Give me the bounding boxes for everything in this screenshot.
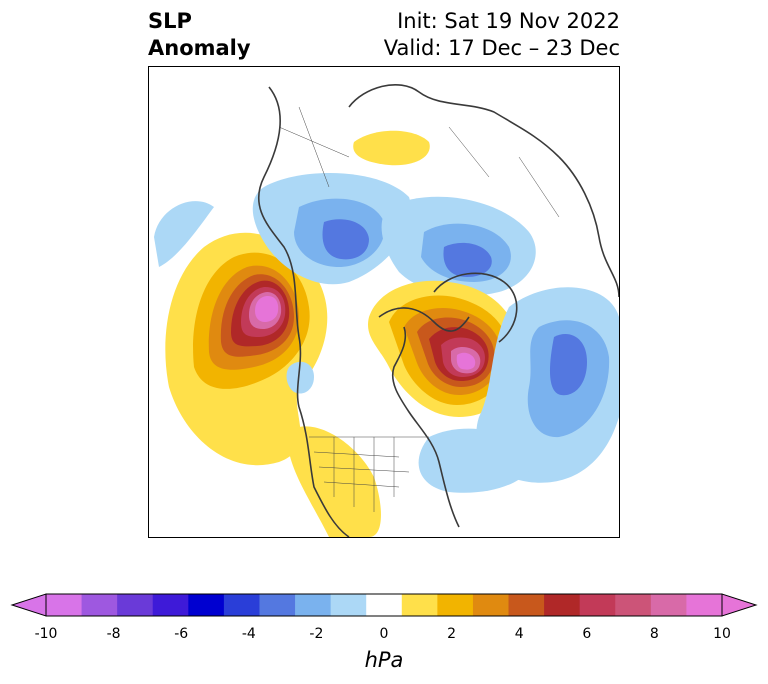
- north-atlantic-low: [476, 287, 619, 483]
- valid-range: Valid: 17 Dec – 23 Dec: [383, 36, 620, 60]
- europe-low: [252, 173, 411, 285]
- colorbar-swatch: [259, 594, 296, 616]
- colorbar-swatch: [472, 594, 510, 616]
- colorbar-tick-label: 2: [447, 626, 457, 642]
- colorbar-tick-label: 4: [514, 626, 524, 642]
- colorbar-swatch: [686, 594, 723, 616]
- gulf-of-alaska-high: [165, 232, 328, 466]
- colorbar-tick-label: -10: [34, 626, 58, 642]
- colorbar-extend-min: [10, 593, 47, 617]
- western-us-high: [289, 426, 381, 537]
- colorbar-border: [45, 593, 723, 617]
- init-date: Init: Sat 19 Nov 2022: [397, 9, 620, 33]
- colorbar-swatch: [650, 594, 687, 616]
- colorbar-swatch: [188, 594, 225, 616]
- title-anomaly: Anomaly: [148, 36, 251, 60]
- map-title: SLP Anomaly: [148, 8, 251, 62]
- colorbar-swatch: [437, 594, 474, 616]
- colorbar: [10, 593, 758, 617]
- colorbar-swatch: [223, 594, 260, 616]
- colorbar-tick-label: 6: [582, 626, 592, 642]
- pacific-low: [154, 201, 214, 267]
- greenland-high: [368, 280, 519, 417]
- colorbar-extend-max: [721, 593, 758, 617]
- colorbar-swatch: [152, 594, 189, 616]
- colorbar-tick-label: -8: [106, 626, 121, 642]
- colorbar-swatch: [508, 594, 545, 616]
- colorbar-swatch: [330, 594, 367, 616]
- atlantic-low: [418, 428, 535, 493]
- siberia-high: [353, 130, 430, 166]
- colorbar-swatch: [117, 594, 154, 616]
- borders: [278, 106, 560, 512]
- colorbar-swatch: [615, 594, 652, 616]
- colorbar-swatch: [81, 594, 118, 616]
- map-dates: Init: Sat 19 Nov 2022 Valid: 17 Dec – 23…: [384, 8, 620, 62]
- colorbar-swatch: [401, 594, 438, 616]
- colorbar-swatch: [579, 594, 616, 616]
- bc-low: [286, 361, 314, 394]
- colorbar-tick-label: -2: [309, 626, 324, 642]
- slp-anomaly-map: [148, 66, 620, 538]
- colorbar-tick-label: -4: [241, 626, 256, 642]
- siberia-low: [381, 196, 536, 296]
- colorbar-tick-label: 0: [379, 626, 389, 642]
- title-slp: SLP: [148, 9, 192, 33]
- colorbar-swatch: [366, 594, 403, 616]
- colorbar-swatch: [46, 594, 83, 616]
- map-canvas: [154, 84, 619, 537]
- colorbar-tick-label: -6: [174, 626, 189, 642]
- colorbar-unit: hPa: [364, 648, 404, 672]
- colorbar-swatch: [295, 594, 332, 616]
- colorbar-swatch: [544, 594, 581, 616]
- coastlines: [258, 84, 619, 537]
- colorbar-tick-label: 8: [649, 626, 659, 642]
- colorbar-tick-label: 10: [713, 626, 731, 642]
